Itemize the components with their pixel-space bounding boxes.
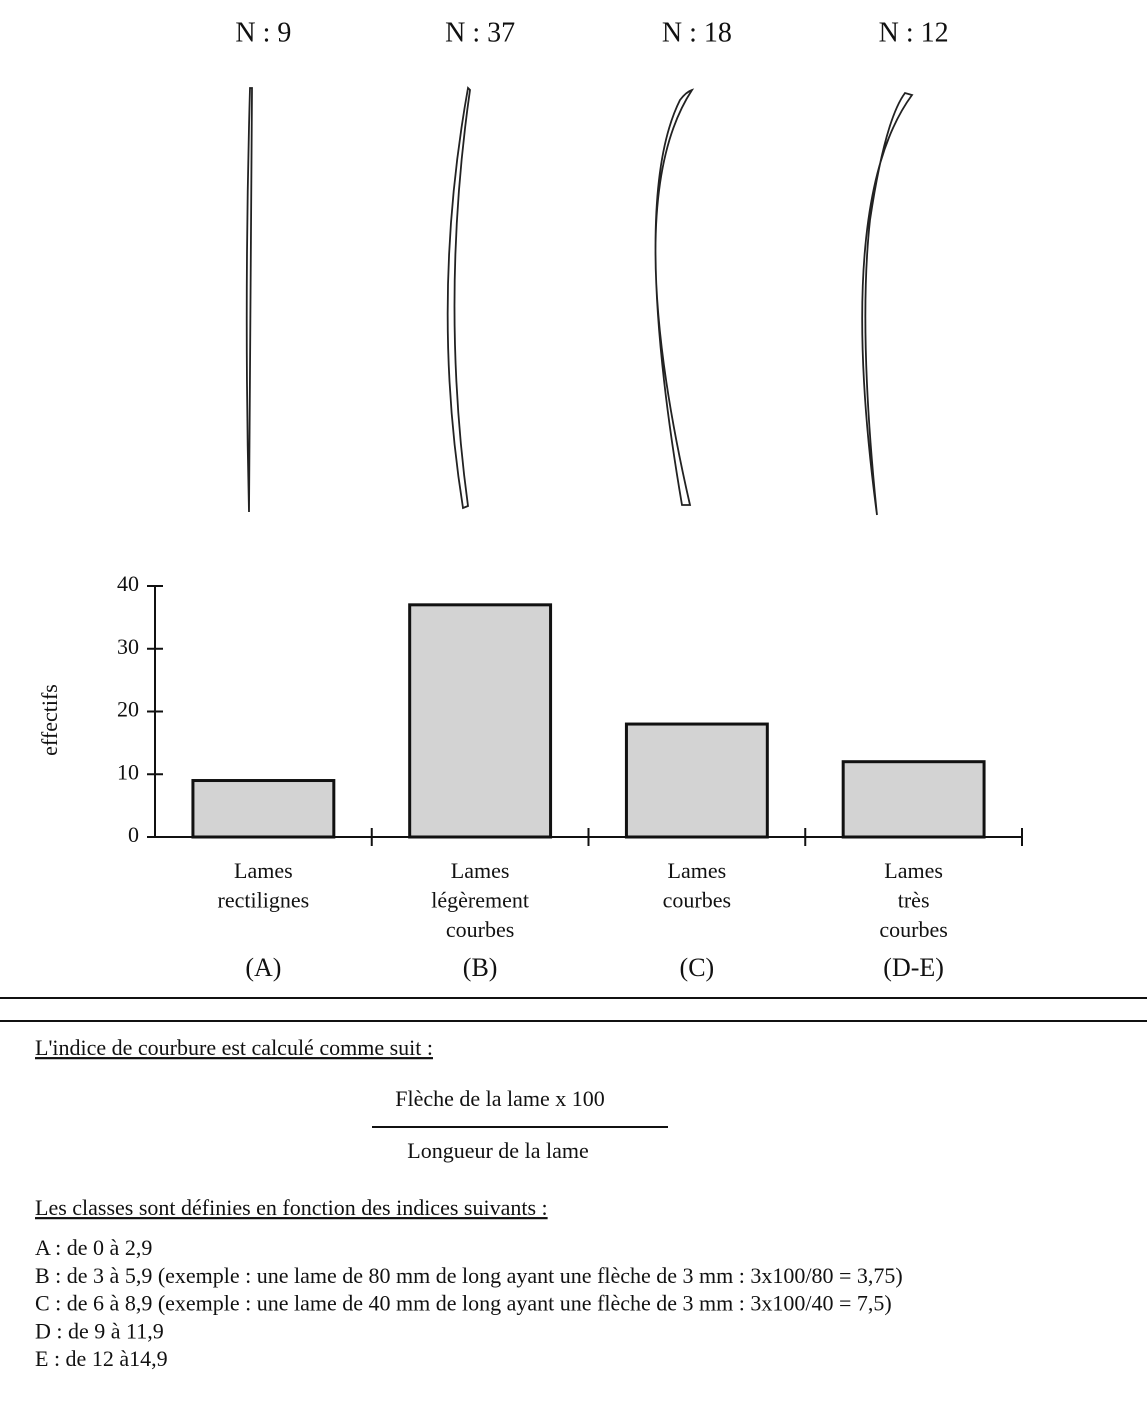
class-label: (A) — [245, 953, 281, 982]
formula-intro: L'indice de courbure est calculé comme s… — [35, 1035, 433, 1060]
classes-intro: Les classes sont définies en fonction de… — [35, 1195, 548, 1220]
x-tick-label: Lames — [668, 858, 727, 883]
y-tick-label: 30 — [117, 634, 139, 659]
y-tick-label: 40 — [117, 571, 139, 596]
formula-numerator: Flèche de la lame x 100 — [395, 1086, 605, 1111]
class-label: (C) — [680, 953, 715, 982]
blade-drawing — [247, 88, 252, 512]
class-definition: B : de 3 à 5,9 (exemple : une lame de 80… — [35, 1263, 903, 1288]
x-tick-label: Lames — [234, 858, 293, 883]
class-label: (D-E) — [883, 953, 944, 982]
class-definition: A : de 0 à 2,9 — [35, 1235, 152, 1260]
value-label: N : 37 — [445, 17, 515, 48]
class-label: (B) — [463, 953, 498, 982]
value-label: N : 9 — [235, 17, 291, 48]
x-tick-label: très — [898, 888, 930, 913]
y-tick-label: 20 — [117, 697, 139, 722]
figure: L'indice de courbure est calculé comme s… — [0, 0, 1147, 1401]
blade-drawing — [862, 93, 912, 515]
bar — [410, 605, 551, 837]
y-tick-label: 0 — [128, 822, 139, 847]
x-tick-label: courbes — [663, 888, 731, 913]
bar — [626, 724, 767, 837]
class-definition: C : de 6 à 8,9 (exemple : une lame de 40… — [35, 1291, 892, 1316]
class-definition: E : de 12 à14,9 — [35, 1346, 168, 1371]
blade-drawing — [655, 90, 692, 505]
page: L'indice de courbure est calculé comme s… — [0, 0, 1147, 1401]
y-axis-label: effectifs — [37, 684, 62, 756]
x-tick-label: courbes — [879, 917, 947, 942]
x-tick-label: courbes — [446, 917, 514, 942]
x-tick-label: Lames — [451, 858, 510, 883]
y-tick-label: 10 — [117, 759, 139, 784]
class-definition: D : de 9 à 11,9 — [35, 1318, 164, 1343]
x-tick-label: rectilignes — [218, 888, 310, 913]
value-label: N : 12 — [879, 17, 949, 48]
x-tick-label: Lames — [884, 858, 943, 883]
blade-drawing — [448, 88, 470, 508]
bar — [843, 762, 984, 837]
x-tick-label: légèrement — [431, 888, 529, 913]
bar — [193, 781, 334, 837]
formula-denominator: Longueur de la lame — [407, 1138, 588, 1163]
value-label: N : 18 — [662, 17, 732, 48]
